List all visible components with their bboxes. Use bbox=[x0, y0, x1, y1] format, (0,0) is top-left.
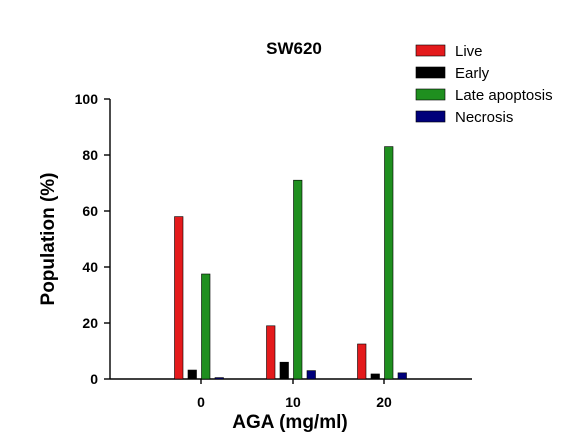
bar-late-apoptosis-0 bbox=[201, 273, 211, 380]
legend-label: Live bbox=[455, 43, 483, 60]
y-tick-label: 20 bbox=[82, 315, 98, 331]
bar-early-0 bbox=[187, 369, 197, 380]
y-ticks: 0 20 40 60 80 100 bbox=[75, 91, 110, 387]
x-tick-label: 10 bbox=[285, 394, 301, 410]
bar-early-20 bbox=[370, 373, 380, 380]
legend-label: Early bbox=[455, 65, 490, 82]
y-tick-label: 100 bbox=[75, 91, 99, 107]
chart-title: SW620 bbox=[266, 39, 322, 58]
bar-early-10 bbox=[279, 361, 289, 380]
y-axis-label: Population (%) bbox=[38, 173, 59, 306]
bars bbox=[174, 146, 407, 380]
legend-swatch-early bbox=[415, 66, 446, 79]
bar-necrosis-10 bbox=[306, 370, 316, 380]
axes bbox=[109, 99, 472, 380]
legend-swatch-necrosis bbox=[415, 110, 446, 123]
legend-swatch-late-apoptosis bbox=[415, 88, 446, 101]
bar-late-apoptosis-10 bbox=[293, 179, 303, 380]
y-tick-label: 40 bbox=[82, 259, 98, 275]
y-tick-label: 80 bbox=[82, 147, 98, 163]
legend: Live Early Late apoptosis Necrosis bbox=[415, 43, 553, 126]
legend-label: Necrosis bbox=[455, 109, 513, 126]
x-tick-label: 0 bbox=[197, 394, 205, 410]
x-tick-label: 20 bbox=[376, 394, 392, 410]
legend-label: Late apoptosis bbox=[455, 87, 553, 104]
bar-necrosis-20 bbox=[397, 372, 407, 380]
y-tick-label: 0 bbox=[90, 371, 98, 387]
x-ticks: 0 10 20 bbox=[197, 379, 392, 410]
bar-late-apoptosis-20 bbox=[384, 146, 394, 380]
bar-live-10 bbox=[266, 325, 276, 380]
bar-live-0 bbox=[174, 216, 184, 380]
x-axis-label: AGA (mg/ml) bbox=[232, 412, 347, 433]
legend-swatch-live bbox=[415, 44, 446, 57]
bar-necrosis-0 bbox=[214, 377, 224, 380]
y-tick-label: 60 bbox=[82, 203, 98, 219]
bar-live-20 bbox=[357, 343, 367, 380]
